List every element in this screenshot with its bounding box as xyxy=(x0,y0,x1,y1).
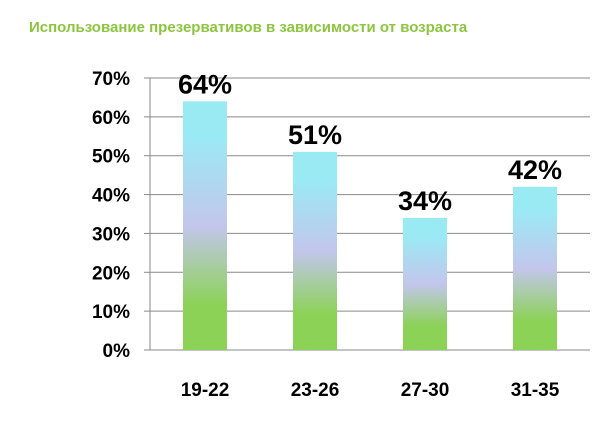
bar-27-30 xyxy=(403,217,447,350)
data-label: 64% xyxy=(178,69,232,99)
x-axis-labels: 19-22 23-26 27-30 31-35 xyxy=(181,380,560,401)
y-axis-ticks: 0% 10% 20% 30% 40% 50% 60% 70% xyxy=(92,69,130,362)
y-tick-label: 30% xyxy=(92,224,130,245)
y-tick-label: 10% xyxy=(92,302,130,323)
y-tick-label: 70% xyxy=(92,69,130,90)
y-tick-label: 50% xyxy=(92,147,130,168)
data-label: 42% xyxy=(508,155,562,185)
y-tick-label: 0% xyxy=(103,341,131,362)
category-label: 31-35 xyxy=(511,380,560,401)
bar-23-26 xyxy=(293,151,337,350)
data-label: 34% xyxy=(398,186,452,216)
data-label: 51% xyxy=(288,120,342,150)
category-label: 19-22 xyxy=(181,380,230,401)
bar-31-35 xyxy=(513,186,557,350)
chart-title: Использование презервативов в зависимост… xyxy=(29,19,468,36)
category-label: 23-26 xyxy=(291,380,340,401)
y-tick-label: 40% xyxy=(92,186,130,207)
bars xyxy=(183,101,557,350)
y-tick-label: 20% xyxy=(92,263,130,284)
y-tick-label: 60% xyxy=(92,108,130,129)
data-labels: 64% 51% 34% 42% xyxy=(178,69,562,216)
bar-19-22 xyxy=(183,101,227,350)
category-label: 27-30 xyxy=(401,380,450,401)
